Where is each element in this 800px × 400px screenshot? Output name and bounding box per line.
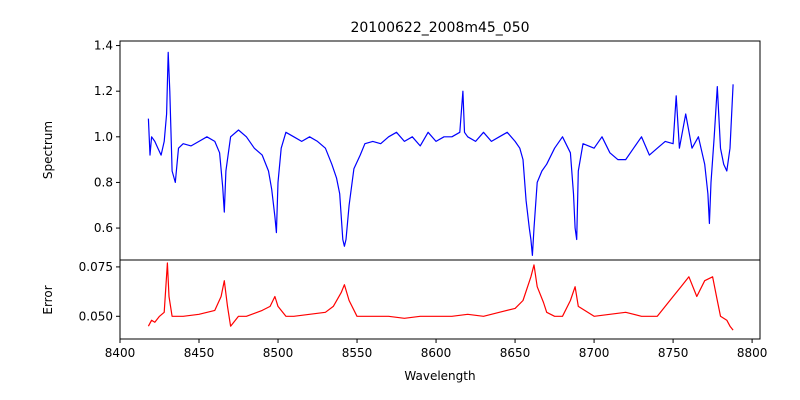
x-tick-label: 8450 (184, 346, 215, 360)
spectrum-panel: 20100622_2008m45_050 0.6 0.8 1.0 1.2 1.4 Spe… (41, 20, 761, 261)
error-y-tick-label: 0.050 (79, 309, 113, 323)
error-y-tick-label: 0.075 (79, 260, 113, 274)
spectrum-y-axis-label: Spectrum (41, 121, 55, 179)
spectrum-series-line (147, 51, 734, 256)
error-x-ticks: 8400 8450 8500 8550 8600 8650 8700 8750 8800 (105, 339, 768, 360)
x-tick-label: 8500 (263, 346, 294, 360)
x-tick-label: 8750 (658, 346, 689, 360)
spectrum-axes-frame (119, 40, 761, 261)
spectrum-y-tick-label: 1.2 (94, 84, 113, 98)
x-tick-label: 8400 (105, 346, 136, 360)
error-y-ticks: 0.050 0.075 (79, 260, 120, 323)
error-series-line (147, 262, 734, 331)
spectrum-y-tick-label: 1.4 (94, 39, 113, 53)
x-tick-label: 8550 (342, 346, 373, 360)
error-axes-frame (119, 259, 761, 340)
x-tick-label: 8600 (421, 346, 452, 360)
error-y-axis-label: Error (41, 285, 55, 314)
chart-title: 20100622_2008m45_050 (350, 20, 529, 36)
x-tick-label: 8800 (737, 346, 768, 360)
x-tick-label: 8650 (500, 346, 531, 360)
spectrum-y-tick-label: 0.6 (94, 221, 113, 235)
x-axis-label: Wavelength (404, 369, 475, 383)
spectrum-y-tick-label: 1.0 (94, 130, 113, 144)
spectrum-y-tick-label: 0.8 (94, 175, 113, 189)
x-tick-label: 8700 (579, 346, 610, 360)
spectrum-y-ticks: 0.6 0.8 1.0 1.2 1.4 (94, 39, 120, 235)
